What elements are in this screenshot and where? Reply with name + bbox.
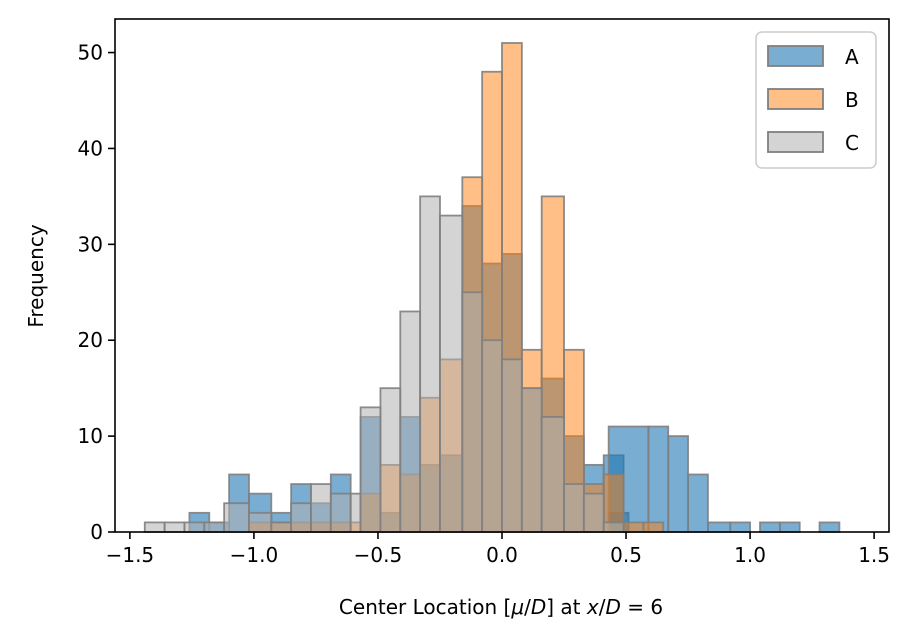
x-ticks: −1.5 −1.0 −0.5 0.0 0.5 1.0 1.5 (106, 532, 890, 567)
bar-C-7 (290, 502, 312, 533)
x-tick-label: 1.5 (858, 543, 890, 567)
bar-C-12 (379, 387, 402, 533)
bar-C-19 (520, 387, 543, 533)
y-tick-label: 40 (78, 136, 103, 160)
bar-A-28 (759, 521, 781, 533)
legend-swatch (767, 45, 824, 67)
x-axis-label: Center Location [μ/D] at x/D = 6 (339, 595, 663, 619)
y-ticks: 0 10 20 30 40 50 (78, 41, 115, 544)
bar-C-14 (419, 195, 441, 533)
bar-C-6 (270, 521, 293, 533)
bar-C-16 (461, 291, 484, 533)
x-tick-label: −1.5 (106, 543, 155, 567)
legend-label: A (845, 45, 859, 69)
bar-C-5 (248, 511, 273, 533)
bar-C-0 (143, 521, 166, 533)
legend: ABC (755, 31, 877, 169)
bar-C-18 (501, 358, 523, 533)
y-tick-label: 50 (78, 41, 103, 65)
bar-A-24 (667, 435, 689, 533)
bar-C-2 (183, 521, 206, 533)
bar-C-8 (310, 483, 332, 533)
legend-label: C (845, 131, 859, 155)
bar-A-29 (778, 521, 801, 533)
legend-swatch (767, 88, 824, 110)
y-axis-label: Frequency (24, 224, 48, 327)
x-tick-label: −1.0 (230, 543, 279, 567)
series-C (143, 195, 625, 533)
bar-B-20 (642, 521, 665, 533)
bar-A-25 (687, 473, 709, 533)
bar-A-30 (818, 521, 841, 533)
y-tick-label: 10 (78, 424, 103, 448)
bar-C-20 (540, 416, 565, 533)
bar-A-26 (707, 521, 732, 533)
x-tick-label: 1.0 (734, 543, 766, 567)
bar-C-3 (203, 521, 226, 533)
x-tick-label: −0.5 (354, 543, 403, 567)
bar-A-23 (647, 425, 670, 533)
x-tick-label: 0.0 (486, 543, 518, 567)
bar-C-13 (399, 310, 422, 533)
y-tick-label: 30 (78, 232, 103, 256)
bar-C-17 (481, 339, 503, 533)
legend-item-A: A (767, 45, 859, 69)
legend-item-B: B (767, 88, 859, 112)
bar-C-11 (359, 406, 382, 533)
bar-B-19 (622, 521, 645, 533)
bar-C-1 (163, 521, 186, 533)
y-tick-label: 0 (90, 520, 103, 544)
bar-C-21 (563, 483, 585, 533)
legend-label: B (845, 88, 859, 112)
y-tick-label: 20 (78, 328, 103, 352)
bar-C-9 (329, 492, 352, 533)
bar-C-15 (439, 214, 464, 533)
x-tick-label: 0.5 (610, 543, 642, 567)
legend-item-C: C (767, 131, 859, 155)
legend-swatch (767, 131, 824, 153)
bar-A-27 (729, 521, 751, 533)
bar-C-10 (349, 492, 362, 533)
bar-C-23 (602, 521, 625, 533)
bar-C-4 (223, 502, 250, 533)
bar-C-22 (582, 492, 605, 533)
